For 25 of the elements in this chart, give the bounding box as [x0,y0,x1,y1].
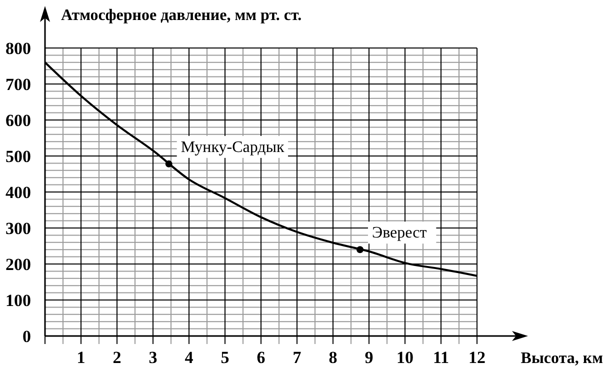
x-axis-title: Высота, км [520,350,604,367]
x-tick-label: 4 [184,348,194,367]
y-axis-title: Атмосферное давление, мм рт. ст. [61,7,302,24]
annotation: Мунку-Сардык [180,138,285,156]
y-tick-label: 200 [6,255,31,274]
x-tick-label: 2 [112,348,122,367]
x-tick-label: 10 [396,348,414,367]
x-tick-label: 1 [76,348,86,367]
y-tick-label: 400 [6,183,31,202]
y-tick-label: 500 [6,147,31,166]
y-tick-label: 0 [22,327,31,346]
annotation: Эверест [372,224,427,242]
y-tick-label: 700 [6,75,31,94]
x-tick-label: 7 [292,348,302,367]
y-tick-label: 800 [6,39,31,58]
y-tick-label: 300 [6,219,31,238]
x-tick-label: 6 [256,348,266,367]
y-tick-label: 100 [6,291,31,310]
x-tick-label: 11 [432,348,450,367]
x-tick-label: 3 [148,348,158,367]
x-tick-label: 9 [364,348,374,367]
x-tick-label: 12 [468,348,486,367]
x-tick-label: 8 [328,348,338,367]
y-tick-label: 600 [6,111,31,130]
x-tick-label: 5 [220,348,230,367]
